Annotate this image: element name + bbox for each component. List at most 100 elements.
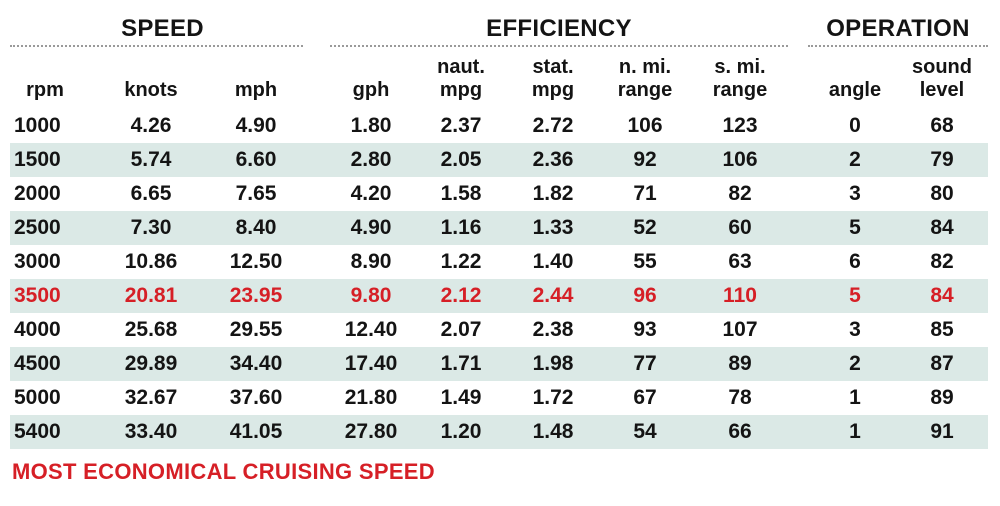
col-header-gph: gph <box>352 79 390 101</box>
table-row: 1500 5.74 6.60 2.80 2.05 2.36 92 106 2 79 <box>10 143 988 177</box>
cell-s-mi-range: 66 <box>728 420 752 443</box>
cell-naut-mpg: 2.37 <box>440 114 482 137</box>
table-row: 4000 25.68 29.55 12.40 2.07 2.38 93 107 3 85 <box>10 313 988 347</box>
cell-knots: 20.81 <box>124 284 178 307</box>
cell-gph: 27.80 <box>344 420 398 443</box>
footnote-most-economical: MOST ECONOMICAL CRUISING SPEED <box>12 459 435 484</box>
cell-n-mi-range: 106 <box>627 114 663 137</box>
cell-angle: 0 <box>849 114 861 137</box>
col-header-angle: angle <box>828 79 882 101</box>
col-header-stat-mpg: stat. mpg <box>531 56 575 101</box>
table-row: 2500 7.30 8.40 4.90 1.16 1.33 52 60 5 84 <box>10 211 988 245</box>
cell-stat-mpg: 2.72 <box>532 114 574 137</box>
cell-naut-mpg: 2.05 <box>440 148 482 171</box>
cell-knots: 5.74 <box>130 148 172 171</box>
cell-naut-mpg: 1.20 <box>440 420 482 443</box>
cell-sound-level: 82 <box>930 250 954 273</box>
cell-sound-level: 84 <box>930 284 954 307</box>
col-header-naut-mpg: naut. mpg <box>437 56 485 101</box>
table-row: 5000 32.67 37.60 21.80 1.49 1.72 67 78 1 89 <box>10 381 988 415</box>
cell-n-mi-range: 93 <box>633 318 657 341</box>
cell-gph: 12.40 <box>344 318 398 341</box>
cell-naut-mpg: 1.16 <box>440 216 482 239</box>
cell-gph: 9.80 <box>350 284 392 307</box>
group-title-operation: OPERATION <box>826 15 970 42</box>
cell-s-mi-range: 123 <box>722 114 758 137</box>
cell-mph: 7.65 <box>235 182 277 205</box>
cell-stat-mpg: 1.72 <box>532 386 574 409</box>
cell-stat-mpg: 1.33 <box>532 216 574 239</box>
cell-angle: 2 <box>849 352 861 375</box>
cell-stat-mpg: 2.36 <box>532 148 574 171</box>
cell-angle: 3 <box>849 182 861 205</box>
cell-angle: 3 <box>849 318 861 341</box>
cell-s-mi-range: 110 <box>723 284 757 307</box>
cell-naut-mpg: 1.58 <box>440 182 482 205</box>
cell-mph: 8.40 <box>235 216 277 239</box>
table-row: 1000 4.26 4.90 1.80 2.37 2.72 106 123 0 68 <box>10 109 988 143</box>
cell-n-mi-range: 67 <box>633 386 657 409</box>
cell-stat-mpg: 2.44 <box>532 284 574 307</box>
table-row: 2000 6.65 7.65 4.20 1.58 1.82 71 82 3 80 <box>10 177 988 211</box>
cell-n-mi-range: 71 <box>633 182 657 205</box>
cell-rpm: 4000 <box>14 318 61 341</box>
cell-sound-level: 80 <box>930 182 954 205</box>
cell-mph: 34.40 <box>229 352 283 375</box>
cell-n-mi-range: 92 <box>633 148 657 171</box>
cell-gph: 21.80 <box>344 386 398 409</box>
cell-mph: 23.95 <box>229 284 283 307</box>
cell-mph: 29.55 <box>229 318 283 341</box>
cell-sound-level: 79 <box>930 148 954 171</box>
cell-gph: 4.90 <box>350 216 392 239</box>
cell-knots: 33.40 <box>124 420 178 443</box>
cell-rpm: 4500 <box>14 352 61 375</box>
col-header-mph: mph <box>234 79 278 101</box>
cell-s-mi-range: 60 <box>728 216 752 239</box>
cell-n-mi-range: 55 <box>633 250 657 273</box>
cell-sound-level: 85 <box>930 318 954 341</box>
cell-knots: 10.86 <box>124 250 178 273</box>
cell-s-mi-range: 89 <box>728 352 752 375</box>
cell-gph: 4.20 <box>350 182 392 205</box>
cell-s-mi-range: 78 <box>728 386 752 409</box>
group-rule-speed <box>10 45 303 47</box>
col-header-n-mi-range: n. mi. range <box>617 56 673 101</box>
cell-angle: 5 <box>849 216 861 239</box>
cell-n-mi-range: 77 <box>633 352 657 375</box>
cell-rpm: 5400 <box>14 420 61 443</box>
cell-naut-mpg: 1.71 <box>440 352 482 375</box>
cell-stat-mpg: 1.40 <box>532 250 574 273</box>
cell-mph: 37.60 <box>229 386 283 409</box>
cell-rpm: 2500 <box>14 216 61 239</box>
cell-sound-level: 84 <box>930 216 954 239</box>
cell-s-mi-range: 106 <box>722 148 758 171</box>
cell-rpm: 3500 <box>14 284 61 307</box>
cell-rpm: 1500 <box>14 148 61 171</box>
cell-s-mi-range: 107 <box>722 318 758 341</box>
cell-sound-level: 87 <box>930 352 954 375</box>
col-header-sound-level: sound level <box>912 56 972 101</box>
cell-mph: 41.05 <box>229 420 283 443</box>
cell-s-mi-range: 82 <box>728 182 752 205</box>
cell-sound-level: 91 <box>930 420 954 443</box>
cell-mph: 12.50 <box>229 250 283 273</box>
cell-stat-mpg: 1.82 <box>532 182 574 205</box>
cell-gph: 17.40 <box>344 352 398 375</box>
table-row-highlighted: 3500 20.81 23.95 9.80 2.12 2.44 96 110 5 84 <box>10 279 988 313</box>
cell-knots: 7.30 <box>130 216 172 239</box>
group-rule-operation <box>808 45 988 47</box>
col-header-s-mi-range: s. mi. range <box>712 56 768 101</box>
cell-knots: 32.67 <box>124 386 178 409</box>
cell-naut-mpg: 1.49 <box>440 386 482 409</box>
data-table-body: 1000 4.26 4.90 1.80 2.37 2.72 106 123 0 68 1500 5.7… <box>10 109 988 449</box>
cell-stat-mpg: 1.48 <box>532 420 574 443</box>
cell-angle: 1 <box>849 386 861 409</box>
group-rule-efficiency <box>330 45 788 47</box>
cell-naut-mpg: 2.07 <box>440 318 482 341</box>
cell-knots: 6.65 <box>130 182 172 205</box>
cell-n-mi-range: 54 <box>633 420 657 443</box>
cell-gph: 2.80 <box>350 148 392 171</box>
cell-n-mi-range: 96 <box>633 284 657 307</box>
cell-mph: 4.90 <box>235 114 277 137</box>
cell-n-mi-range: 52 <box>633 216 657 239</box>
